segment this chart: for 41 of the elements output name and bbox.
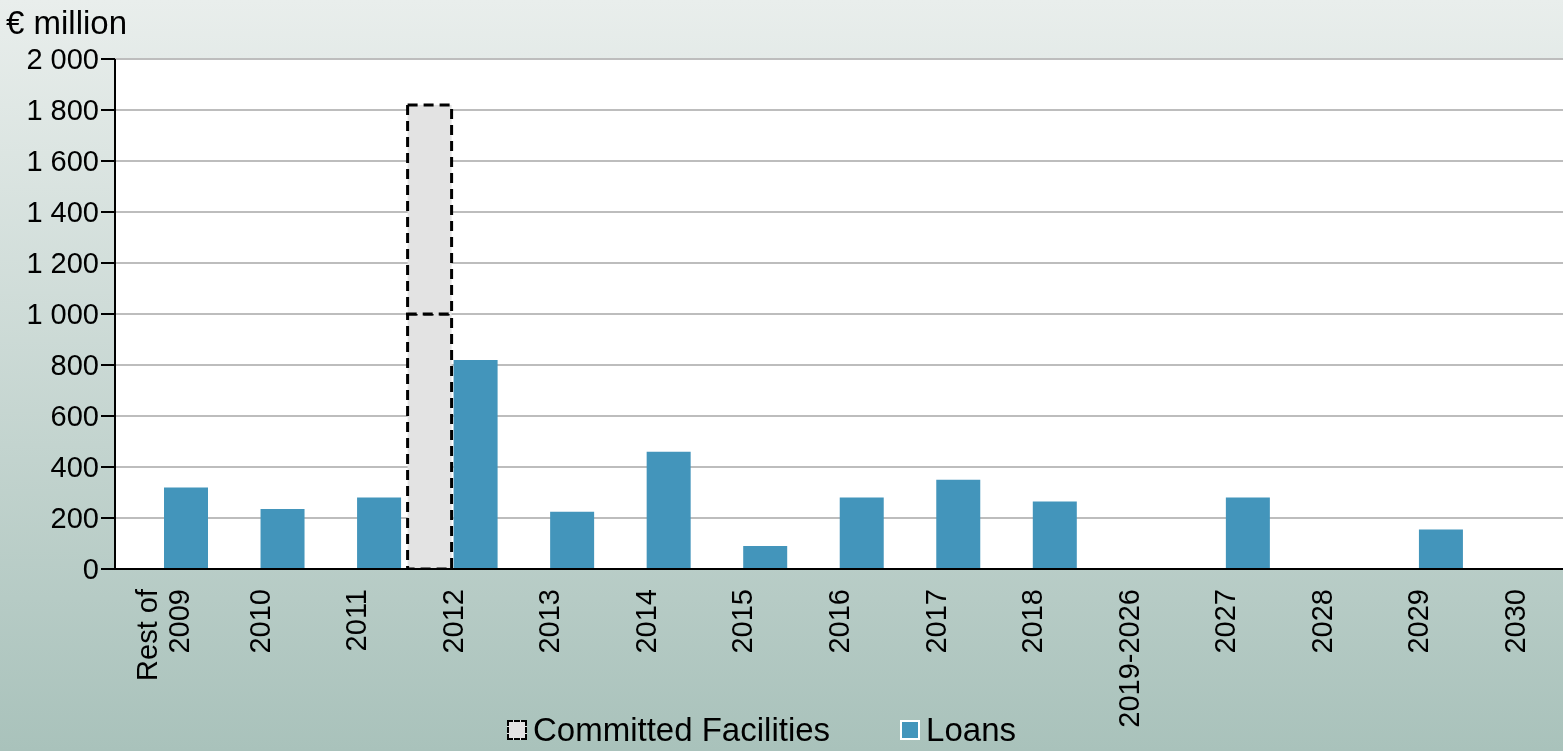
x-tick-label: Rest of 2009 xyxy=(131,588,196,681)
y-tick-label: 1 200 xyxy=(26,247,99,280)
legend-label: Loans xyxy=(926,711,1016,749)
y-tick-label: 2 000 xyxy=(26,43,99,76)
x-tick-label: 2027 xyxy=(1209,589,1242,654)
bar xyxy=(1032,501,1077,569)
y-axis-title: € million xyxy=(6,4,128,42)
y-tick-label: 0 xyxy=(82,553,99,586)
bar xyxy=(164,487,208,569)
y-tick-label: 1 400 xyxy=(26,196,99,229)
x-tick-label: 2030 xyxy=(1498,589,1531,654)
legend-label: Committed Facilities xyxy=(533,711,831,749)
bar xyxy=(1225,497,1270,569)
y-tick-label: 1 800 xyxy=(26,94,99,127)
x-tick-label: 2013 xyxy=(533,589,566,654)
bar xyxy=(453,359,498,569)
bar xyxy=(646,451,691,569)
x-tick-label: 2028 xyxy=(1305,589,1338,654)
x-tick-label: 2017 xyxy=(919,589,952,654)
bar xyxy=(260,509,305,569)
x-tick-label: 2012 xyxy=(436,589,469,654)
y-tick-label: 600 xyxy=(50,400,99,433)
y-tick-label: 1 600 xyxy=(26,145,99,178)
x-tick-label: 2010 xyxy=(243,589,276,654)
x-tick-label: 2015 xyxy=(726,589,759,654)
y-tick-label: 800 xyxy=(50,349,99,382)
x-tick-label: 2016 xyxy=(823,589,855,654)
bar xyxy=(936,479,981,569)
y-tick-label: 1 000 xyxy=(26,298,99,331)
bar xyxy=(357,497,402,569)
x-tick-label: 2019-2026 xyxy=(1112,589,1145,728)
x-tick-label: 2029 xyxy=(1402,589,1435,654)
bar xyxy=(839,497,884,569)
x-tick-label: 2018 xyxy=(1016,589,1049,654)
y-tick-label: 200 xyxy=(50,502,99,535)
bar xyxy=(1418,529,1463,569)
x-tick-label: 2014 xyxy=(629,589,662,654)
bar xyxy=(550,511,595,569)
x-tick-label: 2011 xyxy=(340,589,373,652)
y-tick-label: 400 xyxy=(50,451,99,484)
bar xyxy=(743,546,788,569)
